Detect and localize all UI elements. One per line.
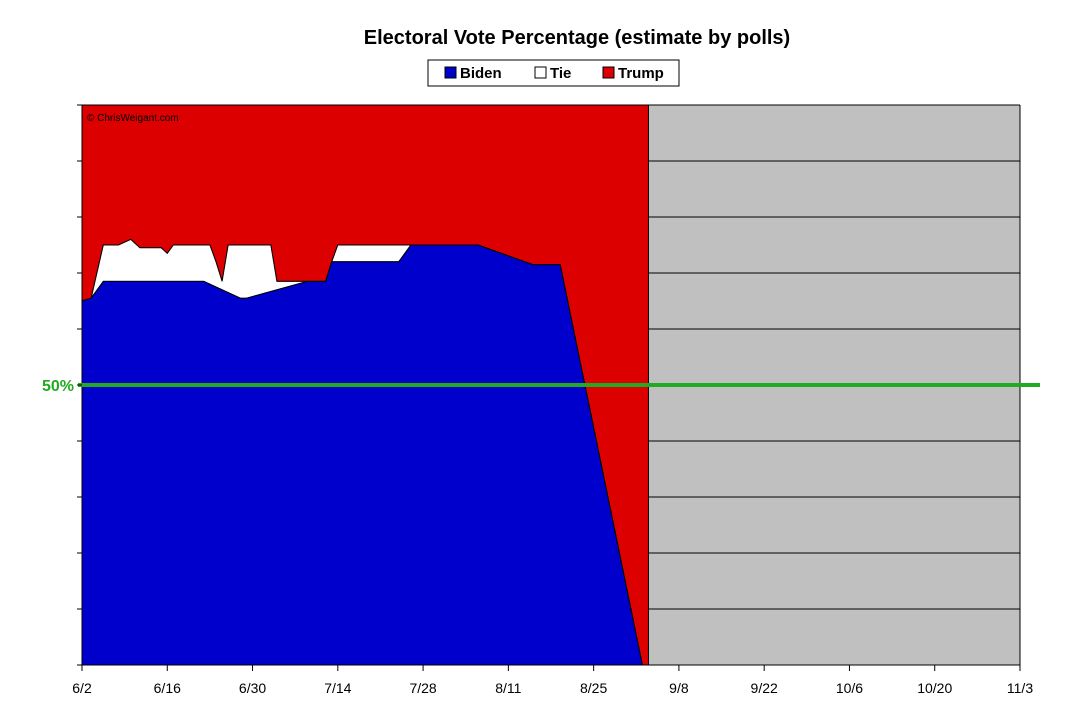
x-tick-label: 11/3: [1007, 680, 1033, 696]
legend-swatch-tie: [534, 66, 547, 79]
x-tick-label: 8/25: [580, 680, 607, 696]
x-tick-label: 9/22: [751, 680, 778, 696]
x-tick-label: 10/6: [836, 680, 863, 696]
x-tick-label: 6/16: [154, 680, 181, 696]
x-tick-label: 7/14: [324, 680, 351, 696]
x-tick-label: 6/2: [72, 680, 92, 696]
legend-label-trump: Trump: [618, 65, 664, 82]
x-tick-label: 9/8: [669, 680, 689, 696]
chart-legend: Biden Tie Trump: [427, 59, 680, 87]
x-tick-label: 6/30: [239, 680, 266, 696]
plot-area: [81, 104, 1021, 666]
watermark: © ChrisWeigant.com: [87, 113, 179, 124]
legend-label-biden: Biden: [460, 65, 502, 82]
x-axis: 6/2 6/16 6/30 7/14 7/28 8/11 8/25 9/8 9/22 10/6 10…: [72, 104, 1033, 696]
legend-box: [427, 59, 680, 87]
fifty-percent-label: 50%: [42, 378, 74, 395]
legend-swatch-trump: [602, 66, 615, 79]
chart-title: Electoral Vote Percentage (estimate by p…: [364, 27, 790, 49]
x-tick-label: 10/20: [917, 680, 952, 696]
x-tick-label: 8/11: [495, 680, 521, 696]
x-tick-label: 7/28: [409, 680, 436, 696]
biden-area: [81, 244, 649, 666]
legend-swatch-biden: [444, 66, 457, 79]
legend-label-tie: Tie: [550, 65, 571, 82]
